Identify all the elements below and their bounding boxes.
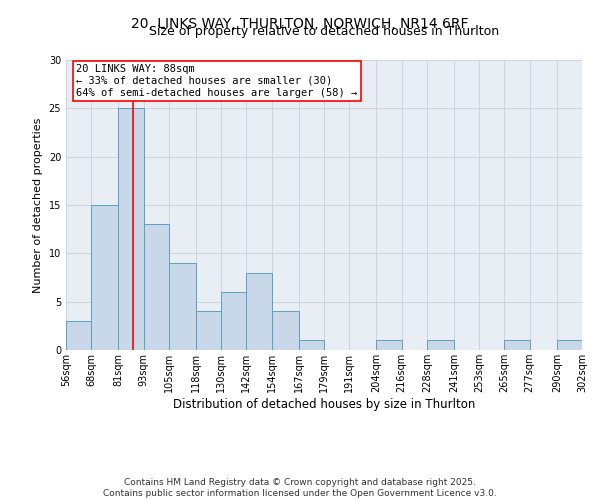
Bar xyxy=(505,340,530,350)
Bar xyxy=(427,340,454,350)
Bar xyxy=(118,108,143,350)
Bar xyxy=(91,205,118,350)
Bar xyxy=(143,224,169,350)
Text: 20 LINKS WAY: 88sqm
← 33% of detached houses are smaller (30)
64% of semi-detach: 20 LINKS WAY: 88sqm ← 33% of detached ho… xyxy=(76,64,358,98)
Bar xyxy=(272,312,299,350)
Bar xyxy=(376,340,401,350)
Bar xyxy=(299,340,324,350)
Text: 20, LINKS WAY, THURLTON, NORWICH, NR14 6RF: 20, LINKS WAY, THURLTON, NORWICH, NR14 6… xyxy=(131,18,469,32)
X-axis label: Distribution of detached houses by size in Thurlton: Distribution of detached houses by size … xyxy=(173,398,475,411)
Bar xyxy=(169,263,196,350)
Bar xyxy=(557,340,582,350)
Title: Size of property relative to detached houses in Thurlton: Size of property relative to detached ho… xyxy=(149,25,499,38)
Y-axis label: Number of detached properties: Number of detached properties xyxy=(33,118,43,292)
Bar xyxy=(221,292,247,350)
Text: Contains HM Land Registry data © Crown copyright and database right 2025.
Contai: Contains HM Land Registry data © Crown c… xyxy=(103,478,497,498)
Bar xyxy=(196,312,221,350)
Bar xyxy=(66,321,91,350)
Bar xyxy=(247,272,272,350)
